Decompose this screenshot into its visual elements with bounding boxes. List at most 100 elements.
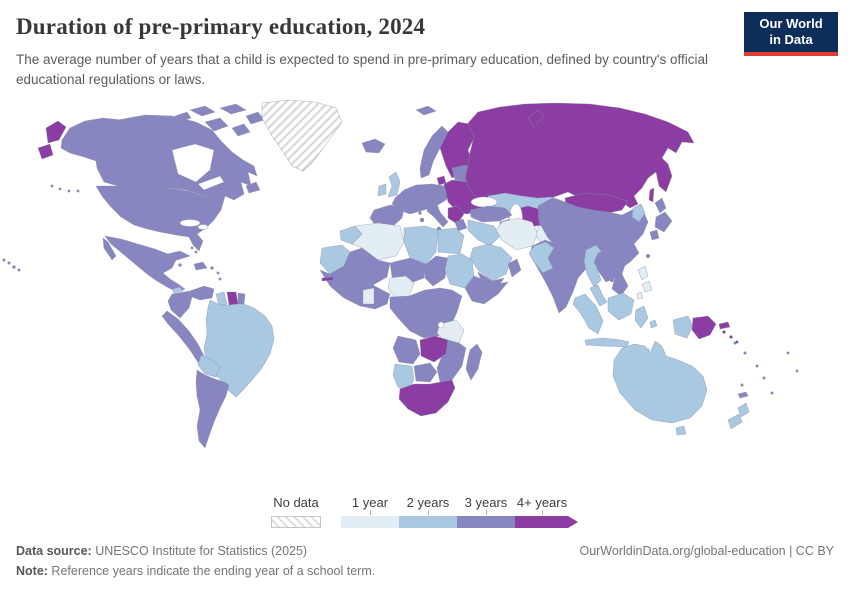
- world-map: [2, 99, 799, 449]
- region-balkans[interactable]: [447, 205, 465, 225]
- legend-tick-2: [428, 510, 429, 515]
- region-novaya-zemlya[interactable]: [527, 109, 545, 128]
- black-sea: [470, 196, 498, 208]
- region-iceland[interactable]: [361, 138, 386, 154]
- region-guyana[interactable]: [215, 291, 228, 307]
- legend-bin-4[interactable]: [515, 516, 568, 528]
- region-hispaniola[interactable]: [193, 261, 208, 271]
- legend-tick-3: [486, 510, 487, 515]
- region-sakhalin[interactable]: [648, 187, 655, 203]
- region-tasmania[interactable]: [675, 425, 687, 436]
- legend-bin-2[interactable]: [399, 516, 457, 528]
- region-solomon-islands[interactable]: [722, 330, 739, 344]
- region-south-africa[interactable]: [398, 379, 456, 417]
- legend-bin-label-2: 2 years: [406, 495, 450, 510]
- region-oman[interactable]: [507, 258, 522, 278]
- region-chad[interactable]: [424, 255, 449, 287]
- region-malaysia[interactable]: [589, 284, 608, 307]
- region-new-caledonia[interactable]: [737, 391, 749, 399]
- legend-bins-bar: [341, 516, 578, 528]
- data-source-label: Data source:: [16, 544, 92, 558]
- region-gambia[interactable]: [321, 276, 334, 282]
- region-iraq-syria[interactable]: [467, 219, 501, 247]
- legend-bin-label-4: 4+ years: [516, 495, 568, 510]
- region-papua-new-guinea[interactable]: [691, 315, 717, 340]
- owid-url-link[interactable]: OurWorldinData.org/global-education | CC…: [579, 544, 834, 558]
- region-south-korea[interactable]: [631, 203, 646, 223]
- region-greenland[interactable]: [261, 99, 343, 172]
- region-ghana[interactable]: [362, 287, 375, 305]
- region-chukotka[interactable]: [37, 120, 67, 160]
- region-japan[interactable]: [649, 197, 673, 241]
- region-colombia[interactable]: [167, 290, 193, 319]
- legend-tick-4: [542, 510, 543, 515]
- region-madagascar[interactable]: [465, 343, 483, 381]
- legend-no-data-label: No data: [273, 495, 319, 510]
- legend-bin-label-3: 3 years: [464, 495, 508, 510]
- map-legend: No data 1 year 2 years 3 years 4+ years: [0, 495, 850, 531]
- region-iran[interactable]: [495, 217, 539, 251]
- region-algeria[interactable]: [351, 222, 405, 261]
- region-suriname[interactable]: [226, 291, 239, 306]
- region-horn-of-africa[interactable]: [464, 275, 509, 305]
- region-ireland[interactable]: [377, 183, 387, 197]
- region-cuba[interactable]: [162, 250, 191, 261]
- region-venezuela[interactable]: [189, 285, 215, 301]
- region-angola[interactable]: [392, 335, 421, 365]
- region-pakistan[interactable]: [528, 241, 555, 274]
- region-panama[interactable]: [171, 286, 184, 294]
- region-bolivia[interactable]: [197, 354, 221, 378]
- gulf-of-st-lawrence: [197, 175, 225, 191]
- region-russia[interactable]: [464, 102, 695, 209]
- legend-tick-1: [370, 510, 371, 515]
- note-line: Note: Reference years indicate the endin…: [16, 564, 375, 578]
- region-turkey[interactable]: [469, 205, 513, 223]
- region-saudi-arabia[interactable]: [469, 243, 513, 282]
- legend-no-data-swatch[interactable]: [271, 516, 321, 528]
- region-aleutian-islands[interactable]: [50, 184, 80, 193]
- region-brazil[interactable]: [203, 299, 275, 398]
- region-newfoundland[interactable]: [245, 181, 261, 194]
- region-peru-ecuador[interactable]: [161, 310, 205, 365]
- region-italy[interactable]: [426, 201, 449, 228]
- lake-ontario: [197, 224, 209, 230]
- owid-logo-line1: Our World: [759, 15, 823, 31]
- region-jamaica[interactable]: [178, 263, 182, 267]
- region-pacific-islands[interactable]: [733, 341, 799, 395]
- note-text: Reference years indicate the ending year…: [47, 564, 376, 578]
- owid-logo[interactable]: Our World in Data: [744, 12, 838, 56]
- region-new-zealand[interactable]: [727, 402, 750, 430]
- region-usa[interactable]: [95, 185, 226, 252]
- region-egypt[interactable]: [437, 227, 465, 255]
- region-svalbard[interactable]: [415, 105, 437, 116]
- region-philippines[interactable]: [636, 265, 653, 300]
- region-botswana[interactable]: [413, 362, 438, 383]
- region-puerto-rico[interactable]: [210, 266, 214, 270]
- region-sardinia-corsica[interactable]: [418, 211, 425, 223]
- region-argentina-chile[interactable]: [195, 369, 230, 449]
- legend-arrow: [568, 516, 578, 528]
- region-indonesia[interactable]: [572, 292, 658, 353]
- region-bahamas[interactable]: [190, 246, 198, 254]
- hudson-bay: [171, 143, 215, 183]
- region-uk[interactable]: [387, 171, 401, 198]
- region-mexico-central-america[interactable]: [102, 235, 186, 293]
- region-hawaii[interactable]: [2, 258, 21, 272]
- note-label: Note:: [16, 564, 48, 578]
- region-australia[interactable]: [612, 340, 708, 424]
- data-source-text: UNESCO Institute for Statistics (2025): [91, 544, 308, 558]
- footer: Data source: UNESCO Institute for Statis…: [16, 544, 834, 578]
- legend-bin-3[interactable]: [457, 516, 515, 528]
- region-new-britain[interactable]: [718, 321, 731, 330]
- legend-bin-1[interactable]: [341, 516, 399, 528]
- region-libya[interactable]: [403, 225, 439, 265]
- page-subtitle: The average number of years that a child…: [16, 52, 708, 87]
- data-source-line: Data source: UNESCO Institute for Statis…: [16, 544, 307, 558]
- region-french-guiana[interactable]: [237, 292, 246, 305]
- lake-victoria: [437, 321, 445, 329]
- region-west-papua[interactable]: [672, 315, 694, 339]
- region-lesser-antilles[interactable]: [216, 271, 222, 281]
- owid-logo-line2: in Data: [769, 32, 813, 47]
- region-taiwan[interactable]: [645, 253, 651, 259]
- region-greece[interactable]: [454, 218, 468, 232]
